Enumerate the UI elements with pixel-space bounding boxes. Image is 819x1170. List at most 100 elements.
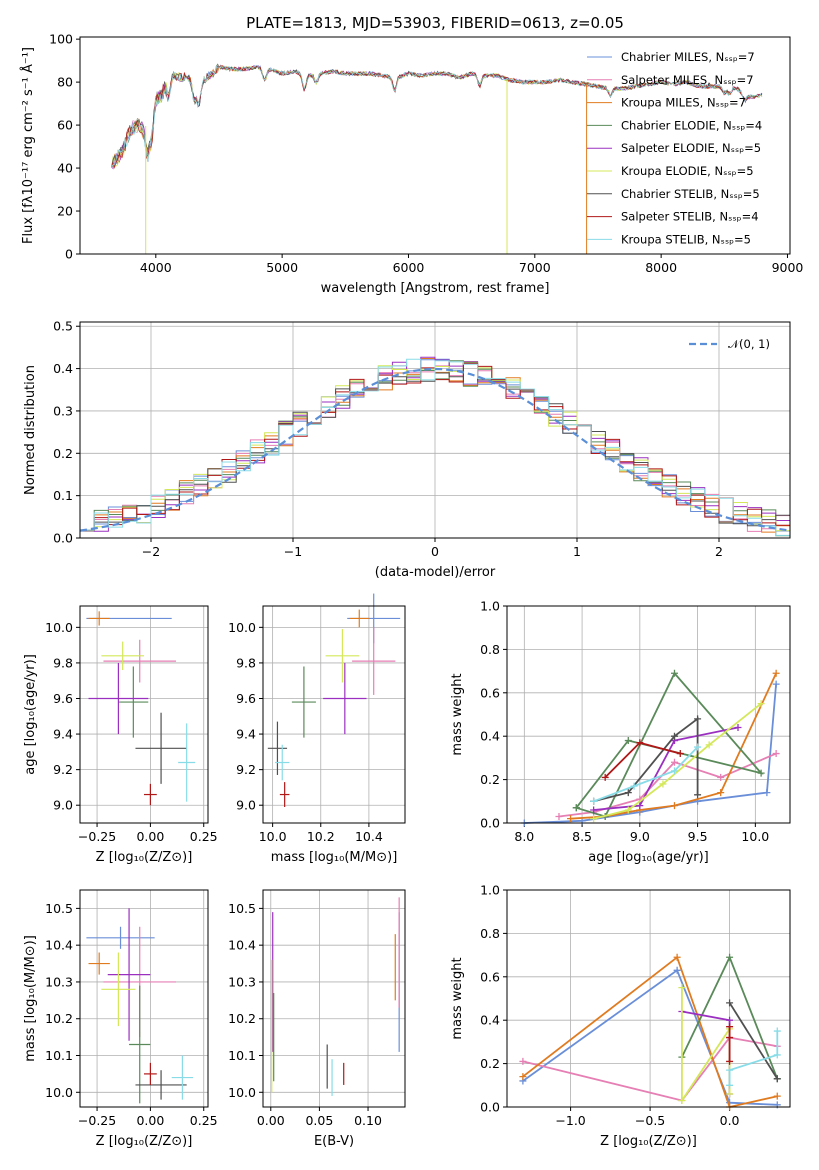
weight-point-marker (772, 750, 780, 758)
spectrum-frame (79, 36, 791, 255)
y-tick-label: 0.2 (480, 772, 500, 787)
x-axis-label: E(B-V) (314, 1134, 354, 1149)
mass_vs_EBV-frame (262, 889, 406, 1108)
weight-point-marker (636, 739, 644, 747)
weight-point-marker (694, 715, 702, 723)
x-tick-label: 9.0 (630, 829, 650, 844)
weight-point-marker (717, 773, 725, 781)
weight-series-line (593, 726, 739, 811)
y-tick-label: 0.0 (480, 816, 500, 831)
legend-label: Kroupa ELODIE, Nₛₛₚ=5 (621, 164, 754, 178)
weight-point-marker (726, 1057, 734, 1065)
y-tick-label: 9.2 (236, 762, 256, 777)
x-tick-label: 2 (715, 544, 723, 559)
weight-point-marker (726, 1034, 734, 1042)
x-tick-label: 0.00 (136, 829, 164, 844)
y-tick-label: 9.8 (53, 655, 73, 670)
weight-point-marker (624, 789, 632, 797)
x-axis-label: Z [log₁₀(Z/Z⊙)] (96, 1134, 193, 1149)
x-tick-label: 6000 (393, 260, 425, 275)
x-tick-label: −0.5 (635, 1113, 665, 1128)
weight_vs_age-frame (506, 605, 791, 824)
weight-point-marker (678, 984, 686, 992)
x-axis-label: wavelength [Angstrom, rest frame] (321, 281, 550, 296)
x-tick-label: 1 (573, 544, 581, 559)
x-tick-label: 7000 (519, 260, 551, 275)
x-tick-label: −1.0 (555, 1113, 585, 1128)
weight-point-marker (726, 1023, 734, 1031)
x-tick-label: 0.10 (354, 1113, 382, 1128)
weight-point-marker (572, 804, 580, 812)
x-tick-label: 10.0 (741, 829, 769, 844)
weight-point-marker (670, 669, 678, 677)
legend-label: Kroupa STELIB, Nₛₛₚ=5 (621, 232, 751, 246)
mass_vs_EBV-points (271, 897, 400, 1096)
weight-point-marker (772, 669, 780, 677)
weight-point-marker (773, 1092, 781, 1100)
mass_vs_Z-axes: −0.25 0.00 0.25 10.0 10.1 10.2 10.3 10.4 10.5 Z [… (23, 890, 218, 1149)
mass_vs_EBV-axes: 0.00 0.05 0.10 10.0 10.1 10.2 10.3 10.4 10.5 E(B-… (228, 890, 405, 1149)
weight-point-marker (726, 1016, 734, 1024)
y-tick-label: 9.4 (236, 727, 256, 742)
weight_vs_Z-lines (519, 953, 781, 1111)
legend-label: Chabrier MILES, Nₛₛₚ=7 (621, 50, 755, 64)
y-tick-label: 10.0 (228, 1085, 256, 1100)
y-tick-label: 0.0 (53, 531, 73, 546)
y-axis-label: mass [log₁₀(M/M⊙)] (23, 935, 38, 1062)
weight-point-marker (670, 802, 678, 810)
weight-point-marker (726, 1090, 734, 1098)
legend-label: Chabrier STELIB, Nₛₛₚ=5 (621, 187, 760, 201)
normal-pdf-curve (79, 367, 791, 532)
y-tick-label: 9.4 (53, 727, 73, 742)
weight-series-line (575, 671, 764, 818)
x-tick-label: −2 (142, 544, 160, 559)
weight-point-marker (624, 806, 632, 814)
weight-point-marker (773, 1027, 781, 1035)
residual-legend: 𝒩(0, 1) (689, 337, 770, 351)
mass_vs_Z-points (86, 908, 194, 1104)
y-tick-label: 0.4 (480, 729, 500, 744)
y-axis-label: mass weight (450, 957, 465, 1039)
x-tick-label: 4000 (140, 260, 172, 275)
y-tick-label: 0.3 (53, 403, 73, 418)
weight-point-marker (670, 758, 678, 766)
weight-series-line (728, 1031, 779, 1086)
y-tick-label: 1.0 (480, 599, 500, 614)
y-tick-label: 10.4 (228, 938, 256, 953)
y-tick-label: 100 (49, 32, 73, 47)
x-tick-label: 9000 (772, 260, 804, 275)
weight-series-line (522, 955, 778, 1109)
x-tick-label: −0.25 (78, 1113, 116, 1128)
legend-label: Kroupa MILES, Nₛₛₚ=7 (621, 96, 746, 110)
y-tick-label: 10.3 (228, 974, 256, 989)
y-tick-label: 10.5 (228, 901, 256, 916)
x-tick-label: 10.2 (307, 829, 335, 844)
y-tick-label: 10.0 (45, 620, 73, 635)
y-axis-label: age [log₁₀(age/yr)] (23, 654, 38, 775)
y-tick-label: 10.4 (45, 938, 73, 953)
residuals-frame (79, 321, 791, 539)
weight-point-marker (726, 1081, 734, 1089)
weight-point-marker (773, 1051, 781, 1059)
x-tick-label: −1 (284, 544, 302, 559)
weight_vs_Z-axes: −1.0 −0.5 0.0 0.0 0.2 0.4 0.6 0.8 1.0 Z [log₁₀(Z/… (450, 883, 790, 1149)
residual-histograms (79, 356, 791, 537)
y-tick-label: 0.5 (53, 319, 73, 334)
y-tick-label: 10.0 (228, 620, 256, 635)
y-tick-label: 80 (57, 75, 73, 90)
x-tick-label: −0.25 (78, 829, 116, 844)
age_vs_Z-points (86, 611, 196, 806)
x-axis-label: age [log₁₀(age/yr)] (588, 850, 709, 865)
weight-point-marker (630, 782, 638, 790)
spectrum-lines (111, 63, 763, 254)
weight-point-marker (726, 999, 734, 1007)
weight-point-marker (717, 789, 725, 797)
weight-point-marker (555, 812, 563, 820)
legend-label: Chabrier ELODIE, Nₛₛₚ=4 (621, 118, 762, 132)
y-tick-label: 10.5 (45, 901, 73, 916)
y-tick-label: 10.2 (45, 1011, 73, 1026)
y-tick-label: 9.0 (53, 798, 73, 813)
age_vs_mass-axes: 10.0 10.2 10.4 9.0 9.2 9.4 9.6 9.8 10.0 mass [log… (228, 606, 405, 865)
y-tick-label: 10.1 (45, 1048, 73, 1063)
